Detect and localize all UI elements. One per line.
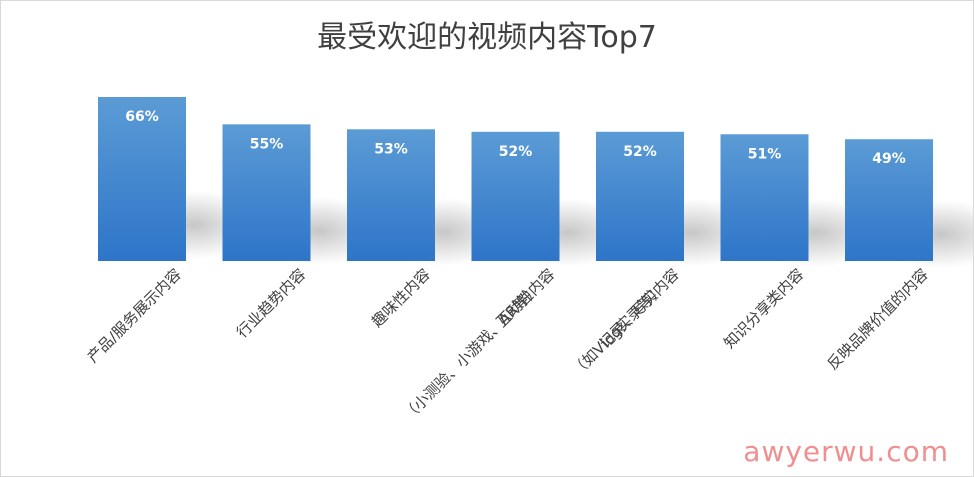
bar-value-label: 51% [748,146,782,162]
bar [471,131,560,261]
chart-title: 最受欢迎的视频内容Top7 [317,20,657,55]
value-labels-group: 66% 55% 53% 52% 52% 51% 49% [125,109,906,167]
category-label: 知识分享类内容 [720,265,807,352]
category-label: 反映品牌价值的内容 [824,265,932,373]
bar [720,134,809,261]
bar-value-label: 53% [374,141,408,157]
bar [98,97,186,261]
bar [596,131,684,261]
bar-value-label: 55% [250,136,284,152]
category-label: 产品/服务展示内容 [84,265,185,366]
category-label: （如Vlog实录等） [568,280,668,380]
bar [845,139,933,261]
category-label: （小测验、小游戏、AR等） [399,280,543,424]
bar-value-label: 52% [499,144,533,160]
bars-group [98,97,933,261]
bar-value-label: 66% [125,109,159,125]
bar-value-label: 49% [872,151,906,167]
bar-value-label: 52% [623,144,657,160]
category-labels-group: 产品/服务展示内容 行业趋势内容 趣味性内容 互动性内容（小测验、小游戏、AR等） 记录… [84,265,932,424]
category-label: 趣味性内容 [368,265,434,331]
watermark: awyerwu.com [743,435,949,468]
category-label: 行业趋势内容 [233,265,309,341]
bar [347,129,435,261]
bar [222,124,311,261]
